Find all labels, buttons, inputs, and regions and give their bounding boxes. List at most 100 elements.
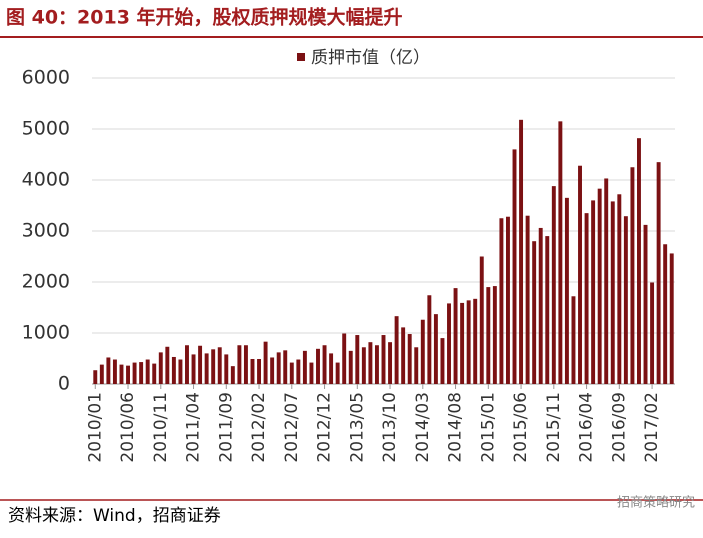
bar bbox=[211, 349, 216, 384]
bar bbox=[394, 316, 399, 384]
bar bbox=[289, 362, 294, 384]
bar bbox=[119, 364, 124, 384]
bar bbox=[348, 350, 353, 384]
bar bbox=[368, 342, 373, 384]
bar bbox=[283, 350, 288, 384]
x-tick-label: 2015/11 bbox=[544, 392, 564, 463]
source: 资料来源：Wind，招商证券 bbox=[8, 506, 221, 526]
bar bbox=[388, 342, 393, 384]
bar bbox=[656, 162, 661, 384]
bar bbox=[447, 303, 451, 384]
x-tick-label: 2017/02 bbox=[642, 392, 662, 463]
bar bbox=[276, 352, 281, 384]
watermark: 招商策略研究 bbox=[617, 495, 695, 511]
bar bbox=[630, 167, 635, 384]
bar bbox=[243, 345, 248, 384]
bar bbox=[152, 363, 157, 384]
bar bbox=[453, 288, 458, 384]
bar bbox=[178, 359, 183, 384]
y-tick-label: 4000 bbox=[22, 169, 70, 191]
bar bbox=[420, 319, 425, 384]
bar bbox=[165, 346, 170, 384]
bar bbox=[335, 362, 340, 384]
bar bbox=[505, 216, 510, 384]
bar bbox=[564, 197, 569, 384]
x-tick-label: 2011/04 bbox=[184, 392, 204, 463]
bar bbox=[637, 138, 641, 384]
chart-title: 图 40：2013 年开始，股权质押规模大幅提升 bbox=[6, 6, 403, 29]
legend-swatch bbox=[297, 53, 305, 61]
bar bbox=[316, 348, 320, 384]
bar bbox=[663, 244, 668, 384]
bar bbox=[558, 121, 563, 384]
bar bbox=[545, 236, 550, 384]
bar bbox=[538, 227, 543, 384]
y-tick-label: 0 bbox=[58, 373, 70, 395]
bar bbox=[296, 359, 301, 384]
bar bbox=[230, 366, 235, 384]
y-tick-label: 2000 bbox=[22, 271, 70, 293]
bar bbox=[309, 362, 314, 384]
bar bbox=[132, 362, 137, 384]
bar bbox=[433, 314, 438, 384]
bar bbox=[591, 200, 596, 384]
y-tick-label: 6000 bbox=[22, 67, 70, 89]
legend-label: 质押市值（亿） bbox=[311, 48, 430, 68]
bar bbox=[99, 364, 104, 384]
bar bbox=[185, 345, 189, 384]
bar bbox=[473, 298, 478, 384]
bar bbox=[486, 287, 491, 384]
bar bbox=[466, 300, 471, 384]
x-tick-label: 2015/01 bbox=[478, 392, 498, 463]
bar bbox=[512, 149, 517, 384]
x-tick-label: 2010/01 bbox=[85, 392, 105, 463]
bar bbox=[171, 356, 176, 384]
x-tick-label: 2012/02 bbox=[249, 392, 269, 463]
bar bbox=[270, 357, 275, 384]
bar bbox=[257, 359, 262, 384]
bar bbox=[604, 178, 609, 384]
bar bbox=[381, 335, 386, 384]
bar bbox=[263, 341, 268, 384]
x-tick-label: 2016/09 bbox=[609, 392, 629, 463]
bar bbox=[237, 345, 242, 384]
bar bbox=[440, 338, 445, 384]
bar bbox=[217, 347, 222, 384]
bar bbox=[525, 215, 530, 384]
bar bbox=[361, 347, 366, 384]
y-tick-label: 3000 bbox=[22, 220, 70, 242]
bar bbox=[191, 354, 196, 384]
bar bbox=[597, 188, 602, 384]
bar bbox=[479, 256, 484, 384]
bar bbox=[224, 354, 229, 384]
bar bbox=[342, 333, 347, 384]
bar bbox=[519, 119, 524, 384]
bar bbox=[427, 295, 432, 384]
x-tick-label: 2014/03 bbox=[413, 392, 433, 463]
x-tick-label: 2013/05 bbox=[347, 392, 367, 463]
x-tick-label: 2013/10 bbox=[380, 392, 400, 463]
bar bbox=[623, 216, 628, 384]
bar bbox=[460, 302, 465, 384]
x-tick-label: 2016/04 bbox=[577, 392, 597, 463]
bar bbox=[374, 345, 379, 384]
bar bbox=[414, 347, 419, 384]
bar bbox=[112, 359, 117, 384]
bar bbox=[329, 353, 334, 384]
y-tick-label: 5000 bbox=[22, 118, 70, 140]
bar bbox=[578, 165, 582, 384]
x-tick-label: 2015/06 bbox=[511, 392, 531, 463]
bar bbox=[106, 357, 111, 384]
bar bbox=[584, 213, 589, 384]
bar bbox=[250, 359, 255, 384]
bar bbox=[650, 282, 655, 384]
bar bbox=[499, 218, 504, 384]
bar bbox=[198, 345, 203, 384]
x-tick-label: 2010/11 bbox=[151, 392, 171, 463]
x-tick-label: 2012/07 bbox=[282, 392, 302, 463]
bar bbox=[571, 296, 576, 384]
x-tick-label: 2010/06 bbox=[118, 392, 138, 463]
bar bbox=[145, 359, 150, 384]
